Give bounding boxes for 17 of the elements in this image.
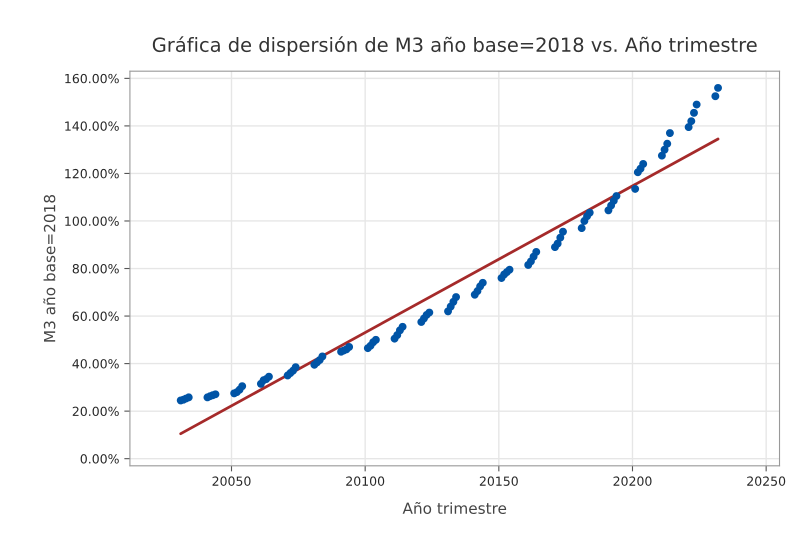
y-tick-label: 80.00% — [72, 264, 119, 274]
y-tick-label: 140.00% — [65, 121, 119, 131]
x-tick-label: 20250 — [747, 476, 786, 486]
y-tick-label: 40.00% — [72, 359, 119, 369]
y-tick-label: 0.00% — [80, 454, 119, 464]
x-axis-title: Año trimestre — [402, 502, 506, 514]
x-tick-label: 20050 — [212, 476, 251, 486]
y-tick-label: 60.00% — [72, 312, 119, 321]
x-tick-label: 20200 — [614, 476, 652, 486]
x-tick-label: 20150 — [480, 476, 518, 486]
y-tick-label: 20.00% — [72, 406, 119, 416]
chart-title: Gráfica de dispersión de M3 año base=2018 vs. Año trimestre — [152, 36, 757, 56]
y-axis-title: M3 año base=2018 — [43, 195, 56, 342]
y-tick-label: 100.00% — [65, 216, 119, 226]
y-tick-label: 120.00% — [65, 168, 119, 178]
x-tick-label: 20100 — [346, 476, 384, 486]
y-tick-label: 160.00% — [65, 74, 119, 84]
